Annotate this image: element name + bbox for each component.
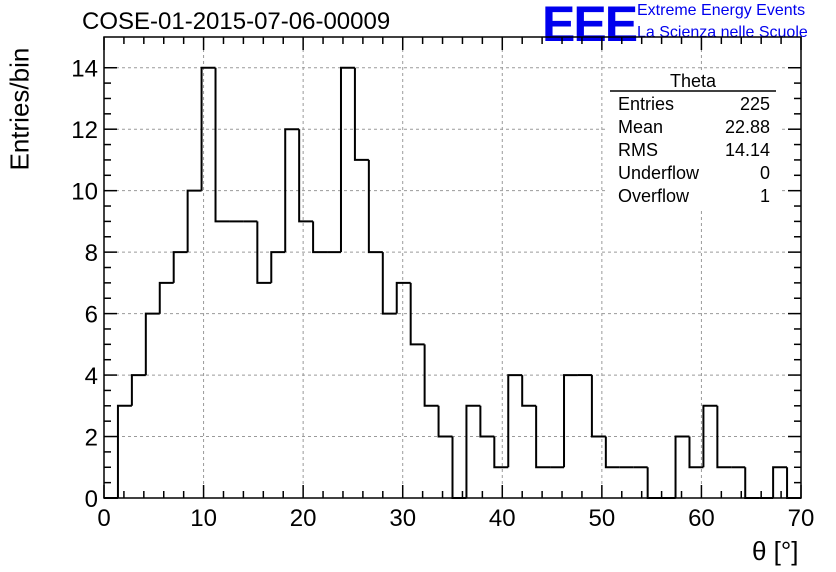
chart-title: COSE-01-2015-07-06-00009 — [82, 8, 391, 35]
y-tick-label: 12 — [71, 117, 98, 144]
y-tick-label: 0 — [85, 486, 98, 513]
histogram-bin — [353, 67, 369, 161]
histogram-bin — [563, 374, 578, 468]
histogram-bin — [674, 435, 690, 498]
y-tick-label: 8 — [85, 240, 98, 267]
stats-rows: Entries 225 Mean 22.88 RMS 14.14 Underflow 0 Ove… — [618, 94, 770, 206]
histogram-bin — [479, 405, 495, 438]
stats-label: Overflow — [618, 186, 690, 206]
y-tick-label: 2 — [85, 425, 98, 452]
histogram-bin — [172, 251, 188, 283]
histogram-bin — [130, 374, 146, 406]
x-axis-label: θ [°] — [752, 536, 799, 566]
histogram-bin — [409, 282, 425, 346]
histogram-bin — [116, 404, 132, 498]
histogram-bin — [144, 312, 160, 376]
histogram-bin — [367, 159, 383, 254]
stats-box-background — [606, 70, 782, 210]
x-tick-label: 0 — [97, 505, 110, 532]
logo-caption-line1: Extreme Energy Events — [637, 2, 806, 19]
grid-lines — [104, 37, 801, 498]
x-tick-label: 40 — [489, 505, 516, 532]
x-tick-label: 30 — [389, 505, 416, 532]
histogram-bin — [339, 66, 355, 253]
stats-label: RMS — [618, 140, 658, 160]
histogram-bin — [688, 436, 704, 469]
x-tick-label: 20 — [290, 505, 317, 532]
histogram-bin — [535, 405, 551, 469]
histogram-bin — [284, 128, 300, 253]
histogram-bin — [214, 67, 230, 223]
stats-value: 1 — [760, 186, 770, 206]
y-tick-label: 14 — [71, 56, 98, 83]
histogram-bin — [298, 129, 314, 223]
stats-label: Entries — [618, 94, 674, 114]
histogram-bin — [256, 221, 272, 284]
y-tick-label: 6 — [85, 302, 98, 329]
stats-value: 14.14 — [725, 140, 770, 160]
histogram-bin — [493, 436, 509, 469]
histogram-bin — [381, 252, 397, 315]
x-tick-label: 70 — [788, 505, 815, 532]
histogram-bin — [465, 404, 481, 498]
stats-value: 0 — [760, 163, 770, 183]
stats-label: Mean — [618, 117, 663, 137]
histogram-bin — [716, 405, 732, 469]
histogram-bin — [590, 375, 606, 438]
x-tick-label: 50 — [589, 505, 616, 532]
histogram-bin — [270, 251, 286, 283]
histogram-bin — [158, 281, 174, 314]
stats-box: Theta Entries 225 Mean 22.88 RMS 14.14 Underfl… — [606, 70, 782, 210]
histogram-bin — [702, 404, 718, 468]
histogram-bin — [521, 375, 537, 407]
histogram-bin — [437, 405, 453, 438]
stats-title: Theta — [670, 71, 717, 91]
x-tick-label: 10 — [190, 505, 217, 532]
stats-label: Underflow — [618, 163, 700, 183]
histogram-bin — [312, 221, 328, 254]
histogram-bin — [772, 466, 788, 498]
histogram-bin — [451, 436, 467, 499]
x-tick-label: 60 — [688, 505, 715, 532]
histogram-bin — [423, 344, 439, 407]
histogram-bin — [200, 66, 216, 191]
histogram-bin — [646, 467, 662, 499]
stats-value: 225 — [740, 94, 770, 114]
y-tick-label: 10 — [71, 179, 98, 206]
histogram-bin — [507, 374, 523, 468]
histogram-bin — [186, 189, 202, 253]
y-tick-label: 4 — [85, 363, 98, 390]
histogram-bin — [744, 467, 760, 499]
histogram-bin — [604, 436, 620, 469]
histogram-bin — [395, 281, 411, 314]
stats-value: 22.88 — [725, 117, 770, 137]
axis-ticks — [103, 37, 802, 499]
